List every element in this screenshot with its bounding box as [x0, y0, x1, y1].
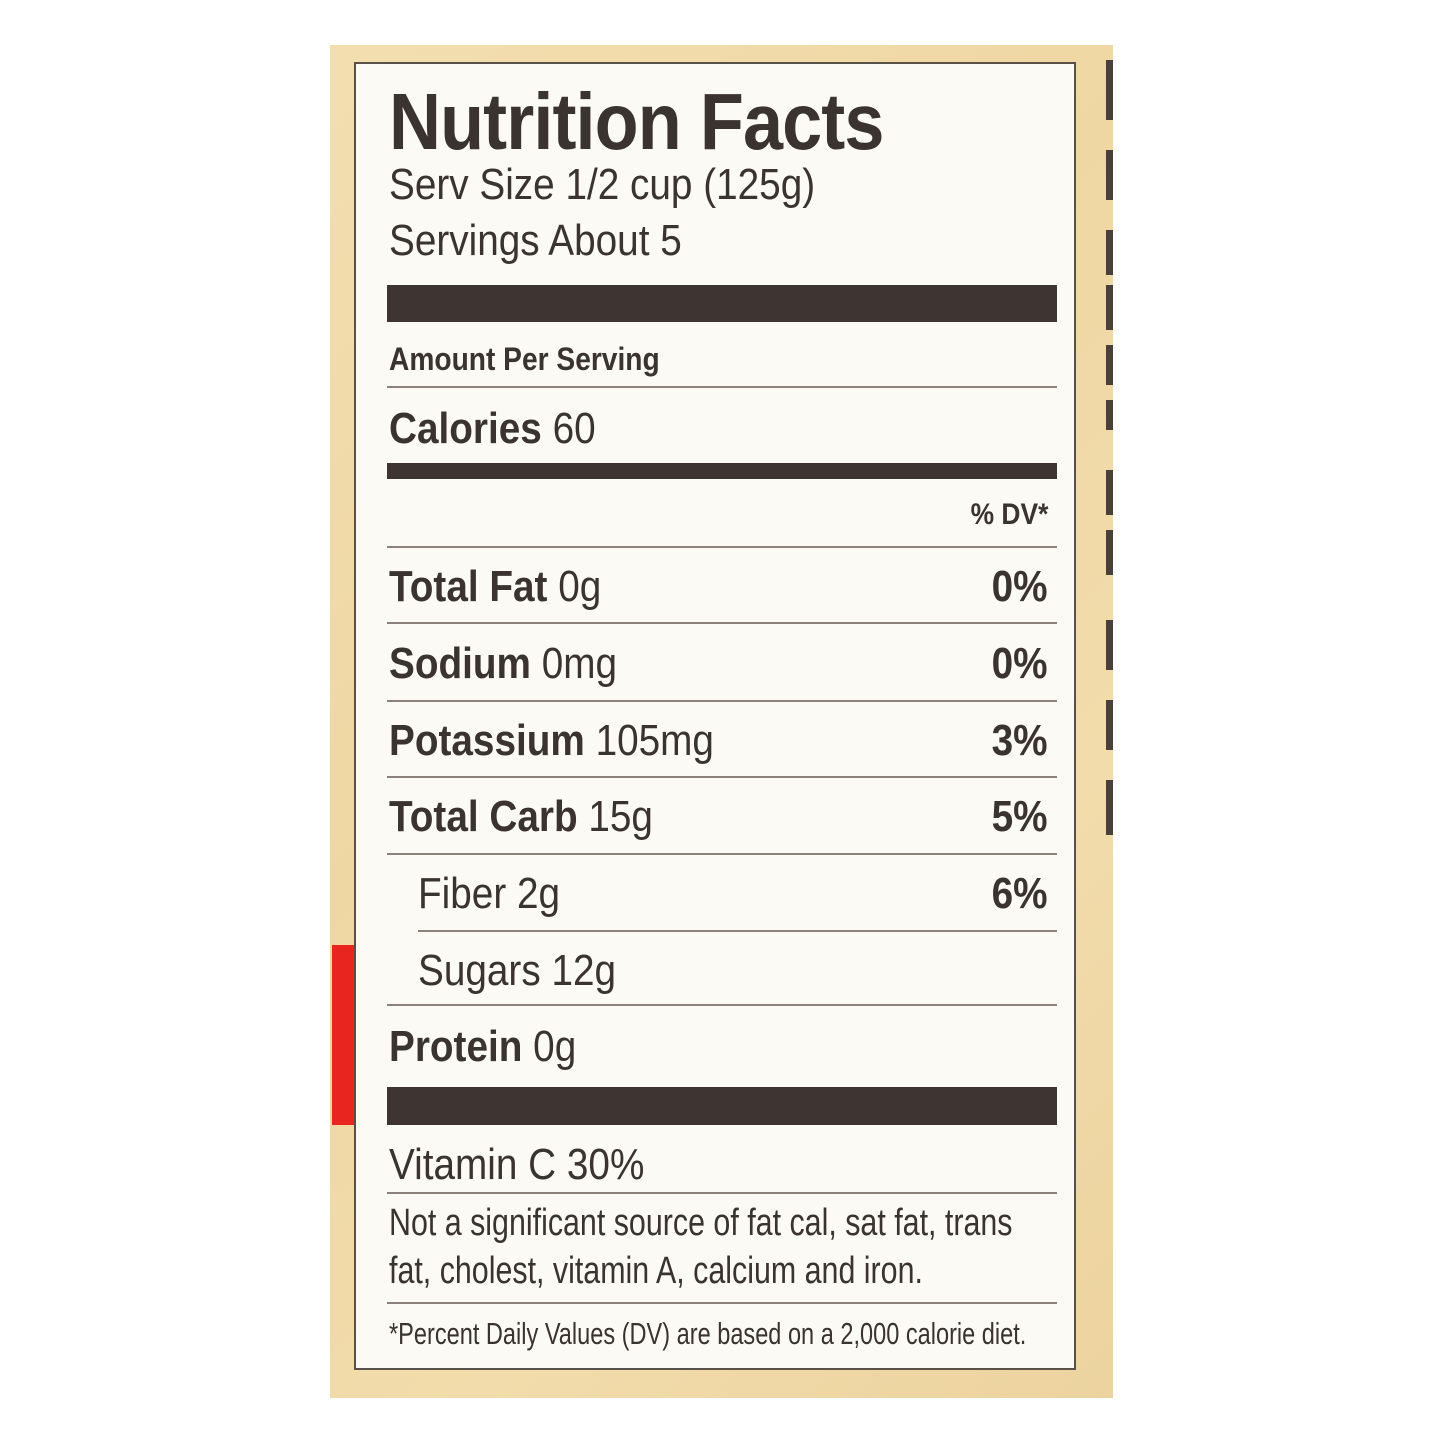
nutrient-dv: 0% — [992, 562, 1048, 611]
nutrient-row-potassium: Potassium 105mg — [389, 716, 714, 766]
nutrient-amount: 0mg — [541, 639, 618, 688]
nutrient-name: Protein — [389, 1022, 523, 1071]
nutrient-amount: 0g — [533, 1022, 577, 1071]
nutrient-row-fiber: Fiber 2g — [418, 869, 561, 918]
nutrient-name: Total Fat — [389, 562, 548, 611]
package-side-text-fragment — [1106, 60, 1114, 840]
nutrient-amount: 15g — [588, 792, 653, 841]
divider — [387, 853, 1057, 855]
servings-per-container: Servings About 5 — [389, 216, 682, 265]
calories-value: 60 — [552, 404, 596, 453]
dv-header: % DV* — [970, 498, 1048, 531]
nutrient-row-total-carb: Total Carb 15g — [389, 792, 653, 842]
divider — [387, 622, 1057, 624]
divider — [387, 386, 1057, 388]
divider — [387, 776, 1057, 778]
divider — [387, 700, 1057, 702]
nutrient-name: Sodium — [389, 639, 531, 688]
divider — [387, 1302, 1057, 1304]
nutrient-dv: 6% — [992, 869, 1048, 918]
medium-divider — [387, 463, 1057, 479]
vitamin-c: Vitamin C 30% — [389, 1140, 645, 1189]
nutrient-row-sugars: Sugars 12g — [418, 946, 617, 995]
package-red-stripe — [332, 945, 354, 1125]
nutrient-amount: 105mg — [595, 716, 714, 765]
nutrient-dv: 3% — [992, 716, 1048, 765]
nutrition-facts-panel: Nutrition Facts Serv Size 1/2 cup (125g)… — [354, 62, 1076, 1370]
divider — [387, 1004, 1057, 1006]
daily-value-footnote: *Percent Daily Values (DV) are based on … — [389, 1316, 1027, 1351]
nutrient-dv: 0% — [992, 639, 1048, 688]
not-significant-note-line2: fat, cholest, vitamin A, calcium and iro… — [389, 1250, 923, 1292]
nutrient-name: Total Carb — [389, 792, 578, 841]
nutrient-row-protein: Protein 0g — [389, 1022, 576, 1072]
nutrient-row-total-fat: Total Fat 0g — [389, 562, 601, 612]
nutrient-amount: 0g — [558, 562, 602, 611]
calories-label: Calories — [389, 404, 542, 453]
nutrient-name: Potassium — [389, 716, 585, 765]
divider — [387, 546, 1057, 548]
not-significant-note-line1: Not a significant source of fat cal, sat… — [389, 1202, 1013, 1244]
thick-divider — [387, 285, 1057, 322]
divider — [387, 1192, 1057, 1194]
title: Nutrition Facts — [389, 77, 884, 166]
amount-per-serving: Amount Per Serving — [389, 341, 660, 377]
nutrient-dv: 5% — [992, 792, 1048, 841]
divider — [418, 930, 1057, 932]
calories-row: Calories 60 — [389, 404, 596, 454]
thick-divider — [387, 1087, 1057, 1125]
serving-size: Serv Size 1/2 cup (125g) — [389, 160, 816, 209]
nutrient-row-sodium: Sodium 0mg — [389, 639, 617, 689]
